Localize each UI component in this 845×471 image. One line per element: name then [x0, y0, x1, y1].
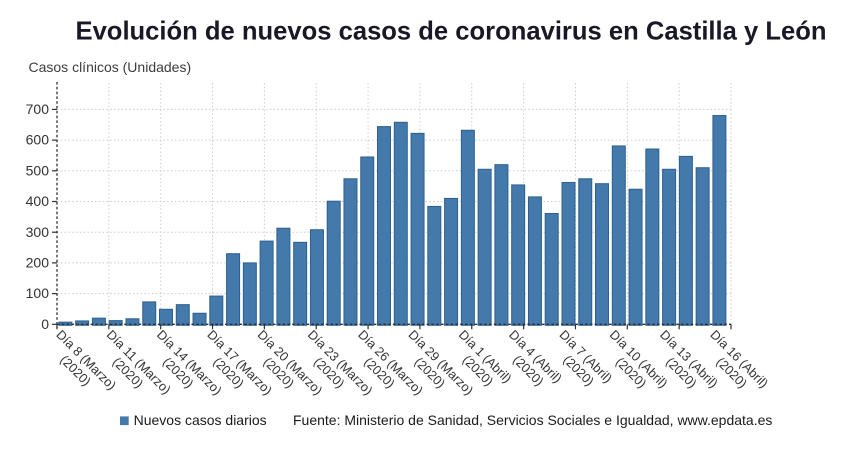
svg-text:400: 400 [26, 193, 50, 209]
svg-text:100: 100 [26, 285, 50, 301]
svg-text:600: 600 [26, 132, 50, 148]
svg-text:0: 0 [41, 316, 49, 332]
svg-text:Evolución de nuevos casos de c: Evolución de nuevos casos de coronavirus… [76, 18, 827, 46]
svg-text:700: 700 [26, 101, 50, 117]
svg-text:200: 200 [26, 255, 50, 271]
svg-text:Casos clínicos (Unidades): Casos clínicos (Unidades) [29, 59, 192, 75]
svg-text:Fuente: Ministerio de Sanidad,: Fuente: Ministerio de Sanidad, Servicios… [293, 412, 772, 428]
svg-text:500: 500 [26, 162, 50, 178]
svg-text:Nuevos casos diarios: Nuevos casos diarios [134, 412, 267, 428]
svg-text:300: 300 [26, 224, 50, 240]
